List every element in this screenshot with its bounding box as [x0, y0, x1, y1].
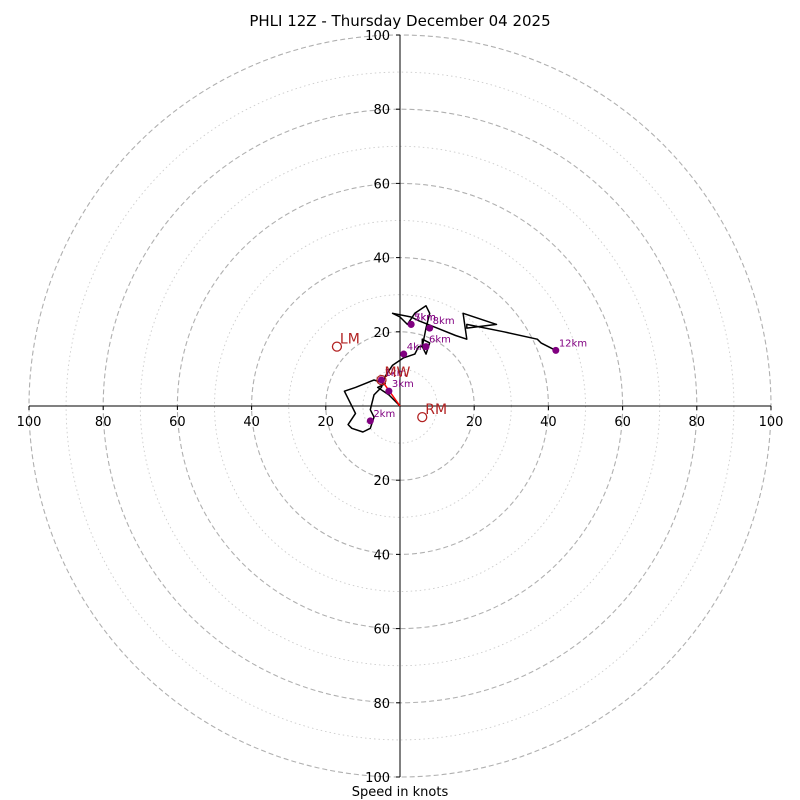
height-marker-label: 5km — [414, 312, 436, 323]
storm-motion-point — [331, 341, 343, 352]
height-marker-point — [400, 350, 408, 358]
y-tick-label: 100 — [365, 29, 390, 44]
height-marker-label: 3km — [392, 379, 414, 390]
x-tick-label: 40 — [243, 415, 260, 430]
y-tick-label: 20 — [373, 326, 390, 341]
height-marker-label: 7km — [414, 312, 436, 323]
y-tick-label: 40 — [373, 252, 390, 267]
x-tick-label: 100 — [759, 415, 784, 430]
storm-motion-markers: LM RM MW — [331, 332, 447, 423]
x-tick-label: 80 — [95, 415, 112, 430]
height-marker-point — [552, 346, 560, 354]
tick-labels: 100 80 60 40 20 20 40 60 80 100 100 80 60 40 20 20 40 60 8… — [17, 29, 784, 786]
x-tick-label: 60 — [614, 415, 631, 430]
height-marker-point — [422, 343, 430, 351]
height-marker-point — [377, 376, 385, 384]
height-marker-label: 6km — [429, 335, 451, 346]
height-marker-label: 8km — [433, 316, 455, 327]
y-tick-label: 100 — [365, 771, 390, 786]
chart-title: PHLI 12Z - Thursday December 04 2025 — [249, 12, 550, 30]
storm-motion-point — [417, 411, 428, 423]
height-marker-label: 1km — [384, 368, 406, 379]
x-tick-label: 60 — [169, 415, 186, 430]
x-tick-label: 20 — [318, 415, 335, 430]
y-tick-label: 80 — [373, 697, 390, 712]
y-tick-label: 60 — [373, 623, 390, 638]
x-tick-label: 100 — [17, 415, 42, 430]
y-tick-label: 80 — [373, 103, 390, 118]
storm-motion-label: LM — [340, 332, 360, 348]
y-tick-label: 20 — [373, 474, 390, 489]
storm-motion-point — [376, 374, 387, 386]
height-marker-point — [407, 320, 415, 328]
height-marker-point — [426, 324, 434, 332]
height-marker-point — [385, 387, 393, 395]
height-marker-point — [366, 417, 374, 425]
hodograph-trace — [343, 305, 557, 433]
height-marker-label: 12km — [559, 338, 587, 349]
y-tick-label: 40 — [373, 548, 390, 563]
storm-motion-label: RM — [425, 402, 447, 418]
x-tick-label: 80 — [689, 415, 706, 430]
height-marker-label: 2km — [373, 409, 395, 420]
y-tick-label: 60 — [373, 177, 390, 192]
height-marker-label: 4km — [407, 342, 429, 353]
x-axis-label: Speed in knots — [352, 785, 449, 800]
x-tick-label: 20 — [466, 415, 483, 430]
x-tick-label: 40 — [540, 415, 557, 430]
storm-motion-label: MW — [384, 365, 410, 381]
